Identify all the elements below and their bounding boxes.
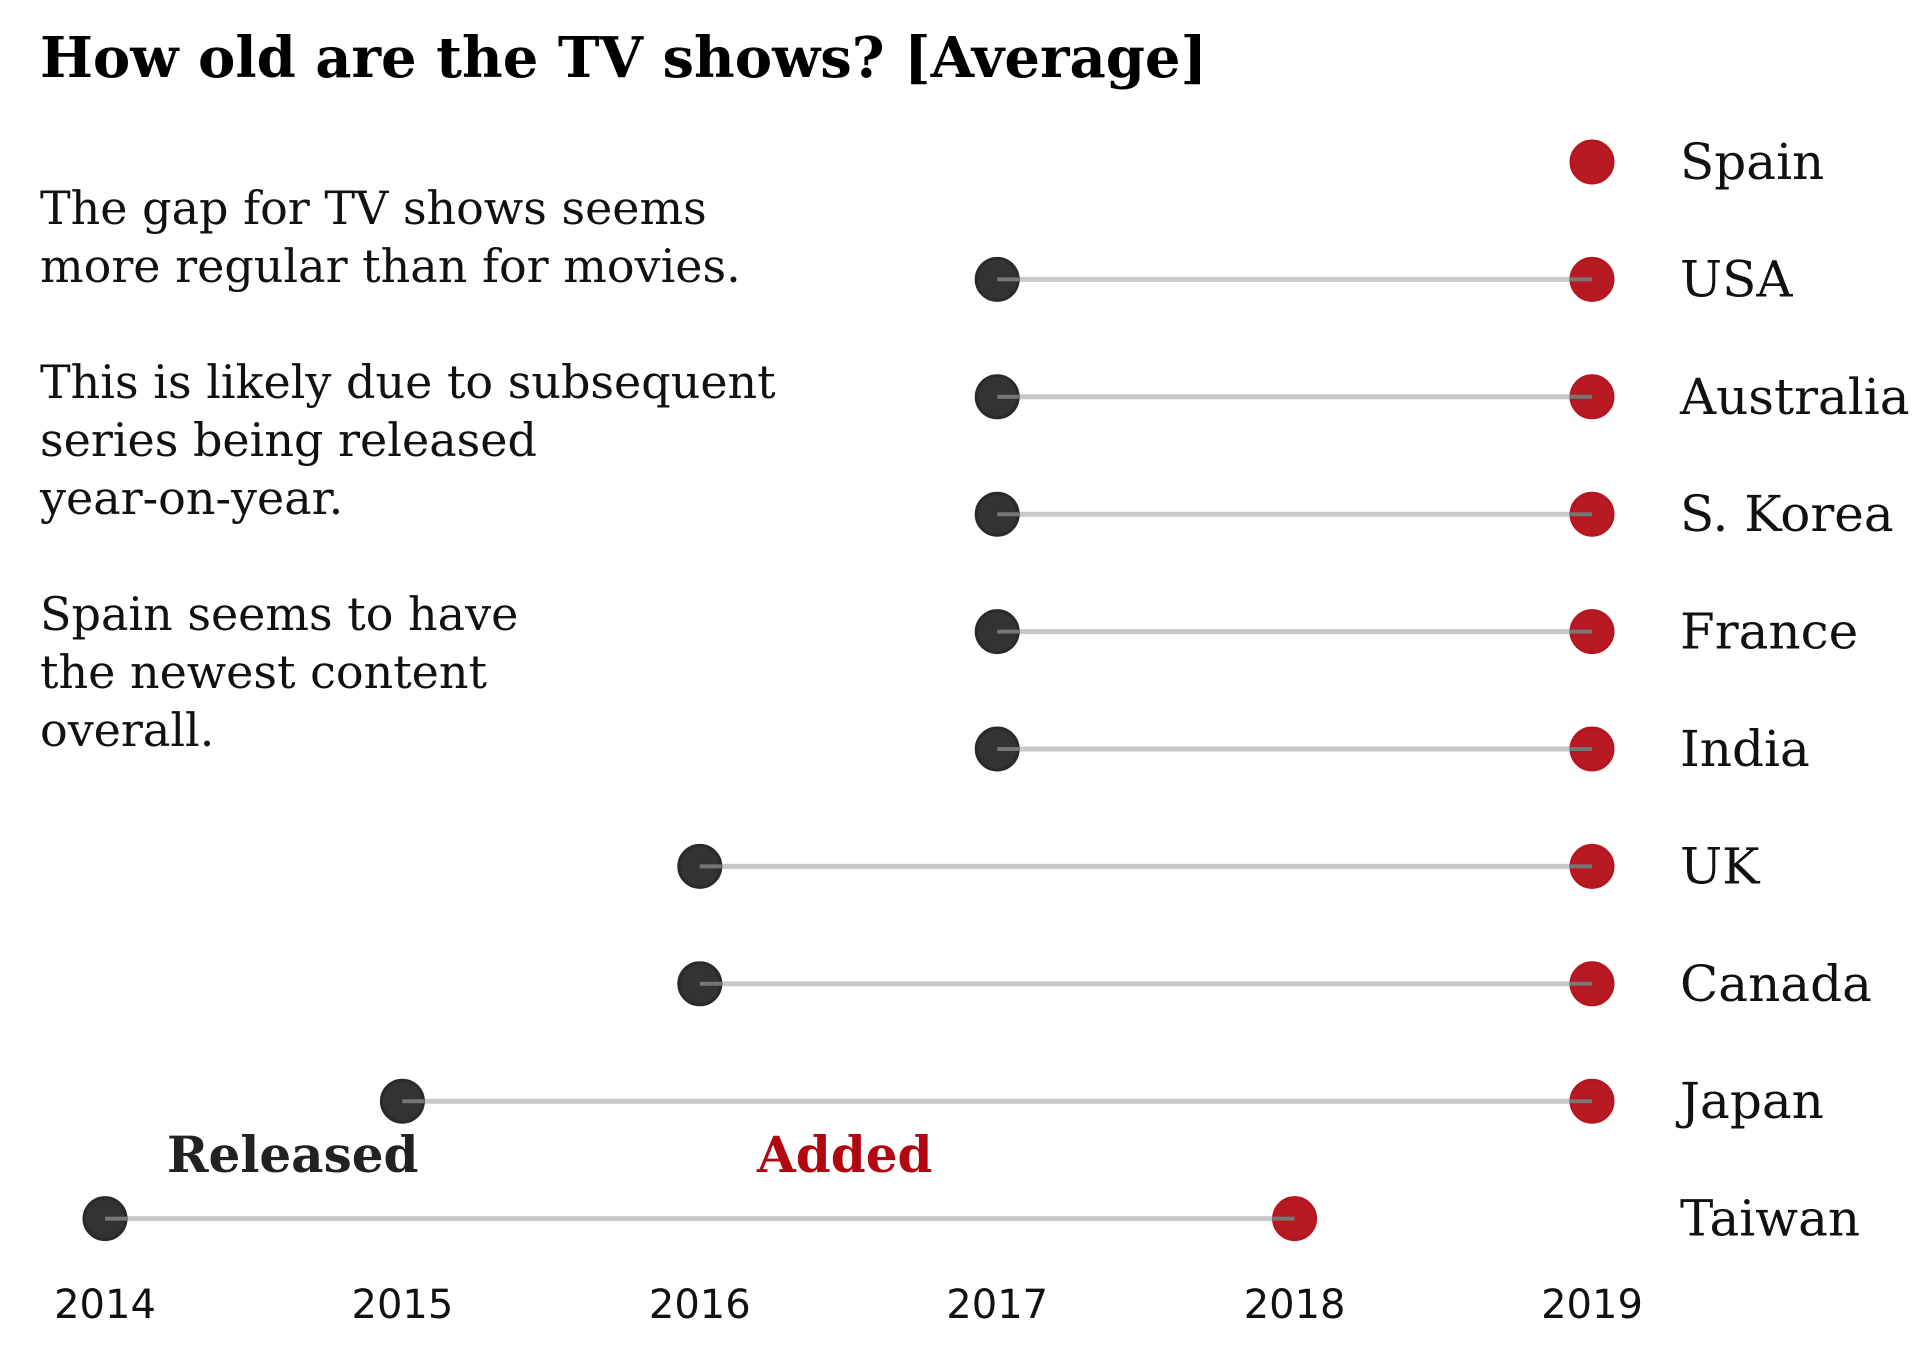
x-tick-label: 2017 — [946, 1282, 1048, 1328]
country-label: S. Korea — [1680, 485, 1894, 543]
country-label: Canada — [1680, 955, 1872, 1013]
country-label: UK — [1680, 837, 1761, 895]
annotation-line: Spain seems to have — [40, 587, 518, 641]
added-points — [1272, 139, 1615, 1242]
annotation-line: year-on-year. — [39, 471, 343, 525]
x-tick-label: 2015 — [352, 1282, 454, 1328]
annotation-line: the newest content — [40, 645, 488, 699]
country-label: Japan — [1675, 1072, 1824, 1130]
added-point — [1569, 139, 1615, 185]
annotation-line: overall. — [40, 703, 214, 757]
annotation-text: The gap for TV shows seems more regular t… — [39, 181, 776, 757]
country-label: Australia — [1679, 368, 1910, 426]
annotation-line: The gap for TV shows seems — [40, 181, 707, 235]
x-tick-label: 2014 — [54, 1282, 156, 1328]
x-axis-ticks: 2014 2015 2016 2017 2018 2019 — [54, 1282, 1643, 1328]
country-label: France — [1680, 603, 1858, 661]
x-tick-label: 2019 — [1541, 1282, 1643, 1328]
country-label: USA — [1680, 250, 1793, 308]
connector-lines — [105, 276, 1592, 1222]
legend-released: Released — [167, 1125, 419, 1184]
country-labels: Spain USA Australia S. Korea France India UK Ca… — [1675, 133, 1910, 1248]
annotation-line: This is likely due to subsequent — [40, 355, 776, 409]
annotation-line: more regular than for movies. — [40, 239, 741, 293]
annotation-line: series being released — [40, 413, 537, 467]
released-points — [82, 256, 1020, 1242]
chart-title: How old are the TV shows? [Average] — [40, 25, 1207, 91]
x-tick-label: 2016 — [649, 1282, 751, 1328]
country-label: India — [1680, 720, 1810, 778]
annotation-line — [40, 297, 55, 351]
legend-added: Added — [756, 1125, 933, 1184]
annotation-line — [40, 529, 55, 583]
country-label: Spain — [1680, 133, 1824, 191]
country-label: Taiwan — [1680, 1190, 1860, 1248]
x-tick-label: 2018 — [1244, 1282, 1346, 1328]
